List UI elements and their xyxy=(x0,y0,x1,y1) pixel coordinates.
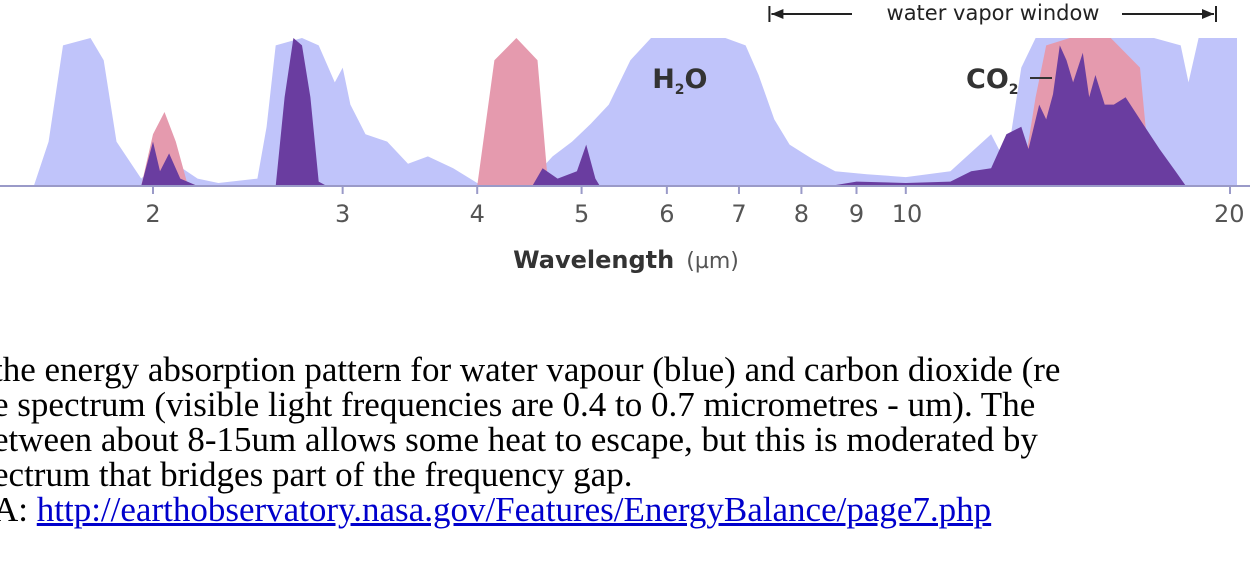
x-tick-label: 2 xyxy=(145,200,160,228)
caption-line-2: e spectrum (visible light frequencies ar… xyxy=(0,385,1036,424)
co2-label: CO2 xyxy=(966,64,1019,98)
x-tick-label: 9 xyxy=(849,200,864,228)
figure-caption: the energy absorption pattern for water … xyxy=(0,352,1250,527)
series-area-3 xyxy=(141,38,1186,186)
window-arrowhead-left xyxy=(771,9,784,19)
source-prefix: A: xyxy=(0,490,28,529)
x-tick-label: 4 xyxy=(470,200,485,228)
caption-line-4: ectrum that bridges part of the frequenc… xyxy=(0,455,633,494)
caption-source-line: A: http://earthobservatory.nasa.gov/Feat… xyxy=(0,492,1250,527)
caption-line-3: etween about 8-15um allows some heat to … xyxy=(0,420,1038,459)
x-tick-label: 20 xyxy=(1214,200,1245,228)
series-layer xyxy=(0,38,1237,186)
h2o-label: H2O xyxy=(652,64,707,98)
caption-line-1: the energy absorption pattern for water … xyxy=(0,350,1061,389)
x-tick-label: 3 xyxy=(335,200,350,228)
x-tick-label: 7 xyxy=(731,200,746,228)
x-axis-title: Wavelength (µm) xyxy=(513,246,739,274)
water-vapor-window-label: water vapor window xyxy=(887,1,1100,25)
x-tick-label: 10 xyxy=(892,200,923,228)
x-tick-label: 8 xyxy=(794,200,809,228)
x-tick-label: 6 xyxy=(659,200,674,228)
x-ticks: 2 3 4 5 6 7 8 9 10 20 xyxy=(145,186,1245,228)
window-arrowhead-right xyxy=(1202,9,1214,19)
x-tick-label: 5 xyxy=(574,200,589,228)
annotations: H2O CO2 water vapor window xyxy=(652,1,1217,98)
absorption-spectrum-chart: 2 3 4 5 6 7 8 9 10 20 H2O CO2 water vapor window Wa… xyxy=(0,1,1250,274)
source-link[interactable]: http://earthobservatory.nasa.gov/Feature… xyxy=(36,490,992,529)
